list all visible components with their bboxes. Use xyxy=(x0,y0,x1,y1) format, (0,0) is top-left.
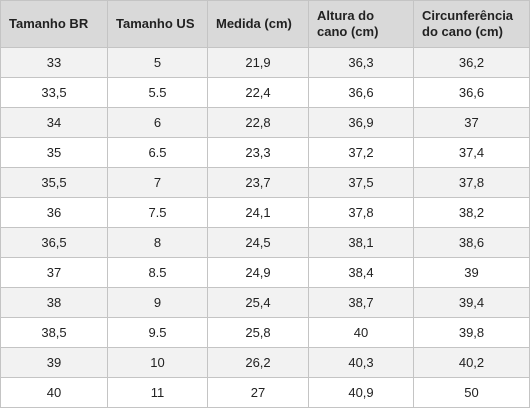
table-row: 38 9 25,4 38,7 39,4 xyxy=(0,287,530,318)
table-cell: 33 xyxy=(0,47,108,78)
table-cell: 38,1 xyxy=(308,227,414,258)
table-row: 35 6.5 23,3 37,2 37,4 xyxy=(0,137,530,168)
table-cell: 27 xyxy=(207,377,309,408)
table-cell: 37 xyxy=(0,257,108,288)
table-cell: 40,9 xyxy=(308,377,414,408)
table-cell: 40,2 xyxy=(413,347,530,378)
table-cell: 11 xyxy=(107,377,208,408)
header-cell: Tamanho BR xyxy=(0,0,108,48)
table-cell: 24,1 xyxy=(207,197,309,228)
table-cell: 25,8 xyxy=(207,317,309,348)
table-row: 35,5 7 23,7 37,5 37,8 xyxy=(0,167,530,198)
table-cell: 25,4 xyxy=(207,287,309,318)
header-cell: Tamanho US xyxy=(107,0,208,48)
table-cell: 35 xyxy=(0,137,108,168)
table-cell: 5.5 xyxy=(107,77,208,108)
header-text: Tamanho US xyxy=(116,16,195,31)
table-cell: 39,4 xyxy=(413,287,530,318)
table-cell: 39,8 xyxy=(413,317,530,348)
table-row: 37 8.5 24,9 38,4 39 xyxy=(0,257,530,288)
header-row: Tamanho BR Tamanho US Medida (cm) Altura do… xyxy=(0,0,530,48)
header-text: cano (cm) xyxy=(317,24,379,39)
table-cell: 33,5 xyxy=(0,77,108,108)
header-text: Altura do xyxy=(317,8,375,23)
table-cell: 22,8 xyxy=(207,107,309,138)
table-cell: 50 xyxy=(413,377,530,408)
table-cell: 7.5 xyxy=(107,197,208,228)
table-cell: 40 xyxy=(308,317,414,348)
table-body: 33 5 21,9 36,3 36,2 33,5 5.5 22,4 36,6 36,6 34 6 22,… xyxy=(0,47,530,408)
table-cell: 6.5 xyxy=(107,137,208,168)
table-cell: 40 xyxy=(0,377,108,408)
header-cell: Circunferência do cano (cm) xyxy=(413,0,530,48)
table-cell: 6 xyxy=(107,107,208,138)
header-cell: Altura do cano (cm) xyxy=(308,0,414,48)
table-cell: 37,5 xyxy=(308,167,414,198)
table-cell: 37,4 xyxy=(413,137,530,168)
table-cell: 37,8 xyxy=(413,167,530,198)
table-row: 40 11 27 40,9 50 xyxy=(0,377,530,408)
table-cell: 39 xyxy=(413,257,530,288)
table-row: 36 7.5 24,1 37,8 38,2 xyxy=(0,197,530,228)
table-cell: 26,2 xyxy=(207,347,309,378)
table-cell: 39 xyxy=(0,347,108,378)
table-cell: 37 xyxy=(413,107,530,138)
header-text: Circunferência xyxy=(422,8,514,23)
table-cell: 36,3 xyxy=(308,47,414,78)
table-cell: 34 xyxy=(0,107,108,138)
table-row: 33,5 5.5 22,4 36,6 36,6 xyxy=(0,77,530,108)
table-cell: 38,5 xyxy=(0,317,108,348)
table-cell: 37,2 xyxy=(308,137,414,168)
table-cell: 35,5 xyxy=(0,167,108,198)
table-cell: 8.5 xyxy=(107,257,208,288)
table-row: 38,5 9.5 25,8 40 39,8 xyxy=(0,317,530,348)
table-cell: 7 xyxy=(107,167,208,198)
header-cell: Medida (cm) xyxy=(207,0,309,48)
table-cell: 5 xyxy=(107,47,208,78)
table-cell: 9 xyxy=(107,287,208,318)
table-cell: 10 xyxy=(107,347,208,378)
table-cell: 36 xyxy=(0,197,108,228)
table-cell: 23,3 xyxy=(207,137,309,168)
table-cell: 36,2 xyxy=(413,47,530,78)
table-cell: 24,5 xyxy=(207,227,309,258)
header-text: Medida (cm) xyxy=(216,16,292,31)
table-cell: 36,6 xyxy=(413,77,530,108)
table-cell: 38 xyxy=(0,287,108,318)
table-cell: 23,7 xyxy=(207,167,309,198)
table-cell: 38,2 xyxy=(413,197,530,228)
table-cell: 22,4 xyxy=(207,77,309,108)
table-row: 34 6 22,8 36,9 37 xyxy=(0,107,530,138)
table-row: 36,5 8 24,5 38,1 38,6 xyxy=(0,227,530,258)
table-cell: 38,6 xyxy=(413,227,530,258)
table-cell: 21,9 xyxy=(207,47,309,78)
table-row: 39 10 26,2 40,3 40,2 xyxy=(0,347,530,378)
table-cell: 36,6 xyxy=(308,77,414,108)
table-cell: 40,3 xyxy=(308,347,414,378)
table-cell: 9.5 xyxy=(107,317,208,348)
table-cell: 8 xyxy=(107,227,208,258)
table-cell: 36,5 xyxy=(0,227,108,258)
table-cell: 36,9 xyxy=(308,107,414,138)
table-cell: 38,7 xyxy=(308,287,414,318)
table-cell: 38,4 xyxy=(308,257,414,288)
header-text: do cano (cm) xyxy=(422,24,503,39)
table-cell: 24,9 xyxy=(207,257,309,288)
header-text: Tamanho BR xyxy=(9,16,89,31)
table-cell: 37,8 xyxy=(308,197,414,228)
table-row: 33 5 21,9 36,3 36,2 xyxy=(0,47,530,78)
